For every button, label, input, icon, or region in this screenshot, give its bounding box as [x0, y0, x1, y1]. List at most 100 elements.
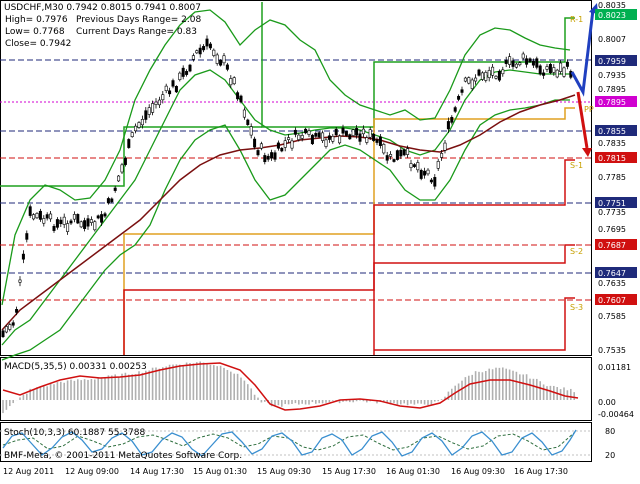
- price-tick: 0.7895: [598, 85, 626, 94]
- s1-label: S-1: [570, 161, 583, 170]
- r1-price-tag: 0.8023: [598, 11, 626, 20]
- candle-body: [66, 224, 68, 232]
- candle-body: [219, 60, 221, 65]
- candle-body: [403, 150, 405, 155]
- price-tick: 0.7835: [598, 139, 626, 148]
- time-label: 16 Aug 09:30: [451, 467, 505, 476]
- candle-body: [185, 71, 187, 74]
- close-text: Close= 0.7942: [5, 39, 71, 49]
- macd-bar: [97, 378, 99, 400]
- price-tag-7647: 0.7647: [598, 269, 626, 278]
- time-label: 15 Aug 09:30: [257, 467, 311, 476]
- macd-bar: [210, 365, 212, 400]
- candle-body: [39, 211, 41, 219]
- candle-body: [529, 59, 531, 62]
- price-tick: 0.7535: [598, 346, 626, 355]
- candle-body: [243, 110, 245, 117]
- candle-body: [128, 139, 130, 147]
- macd-bar: [193, 363, 195, 400]
- macd-bar: [63, 383, 65, 400]
- pp-label: PP: [584, 105, 594, 114]
- current-days-range: Current Days Range= 0.83: [76, 27, 197, 37]
- macd-bar: [118, 377, 120, 400]
- candle-body: [413, 165, 415, 167]
- macd-bar: [142, 373, 144, 400]
- candle-body: [36, 213, 38, 217]
- candle-body: [158, 100, 160, 105]
- candle-body: [80, 222, 82, 227]
- candle-body: [488, 70, 490, 77]
- macd-bar: [101, 378, 103, 400]
- candle-body: [192, 56, 194, 60]
- s2-label: S-2: [570, 247, 583, 256]
- candle-body: [141, 119, 143, 124]
- candle-body: [468, 78, 470, 84]
- macd-bar: [567, 390, 569, 400]
- s3-price-tag: 0.7607: [598, 296, 626, 305]
- price-tick: 0.7585: [598, 312, 626, 321]
- macd-bar: [165, 367, 167, 400]
- macd-bar: [80, 380, 82, 400]
- price-tags: 0.8023 0.7959 0.7895 0.7855 0.7815 0.775…: [595, 9, 637, 305]
- macd-bar: [356, 400, 358, 401]
- macd-bar: [332, 400, 334, 401]
- candle-body: [63, 217, 65, 224]
- macd-bar: [240, 378, 242, 400]
- macd-bar: [26, 394, 28, 400]
- candle-body: [379, 137, 381, 146]
- macd-bar: [114, 374, 116, 400]
- macd-bar: [352, 400, 354, 402]
- candle-body: [542, 73, 544, 76]
- macd-bar: [247, 384, 249, 400]
- candle-body: [196, 51, 198, 53]
- macd-tick: 0.01181: [598, 363, 631, 372]
- candle-body: [277, 143, 279, 148]
- candle-body: [155, 102, 157, 105]
- candle-body: [474, 78, 476, 81]
- macd-bar: [318, 400, 320, 403]
- candle-body: [240, 96, 242, 102]
- candle-body: [301, 135, 303, 138]
- candle-body: [253, 139, 255, 147]
- macd-bar: [482, 372, 484, 400]
- macd-bar: [40, 387, 42, 400]
- candle-body: [114, 188, 116, 191]
- candle-body: [26, 234, 28, 240]
- macd-bar: [70, 380, 72, 400]
- candle-body: [519, 63, 521, 65]
- macd-bar: [2, 400, 4, 413]
- macd-bar: [23, 395, 25, 400]
- macd-bar: [91, 379, 93, 400]
- macd-bar: [220, 366, 222, 400]
- candle-body: [111, 199, 113, 202]
- candle-body: [87, 219, 89, 227]
- candle-body: [270, 152, 272, 158]
- candle-body: [515, 64, 517, 67]
- macd-bar: [186, 363, 188, 400]
- candle-body: [539, 66, 541, 74]
- candle-body: [19, 280, 21, 282]
- candle-body: [304, 129, 306, 133]
- candle-body: [332, 136, 334, 141]
- candle-body: [491, 67, 493, 75]
- candle-body: [338, 136, 340, 143]
- macd-bar: [550, 386, 552, 400]
- candle-body: [352, 130, 354, 136]
- candle-body: [107, 198, 109, 202]
- candle-body: [471, 80, 473, 89]
- macd-bar: [465, 377, 467, 400]
- macd-bar: [199, 362, 201, 400]
- macd-bar: [19, 397, 21, 400]
- macd-bar: [492, 369, 494, 400]
- candle-body: [481, 73, 483, 80]
- candle-body: [362, 129, 364, 134]
- macd-tick: -0.00464: [598, 410, 634, 419]
- candle-body: [260, 144, 262, 148]
- candle-body: [104, 214, 106, 216]
- macd-bar: [284, 400, 286, 404]
- candle-body: [247, 120, 249, 125]
- macd-bar: [46, 386, 48, 400]
- candle-body: [2, 331, 4, 337]
